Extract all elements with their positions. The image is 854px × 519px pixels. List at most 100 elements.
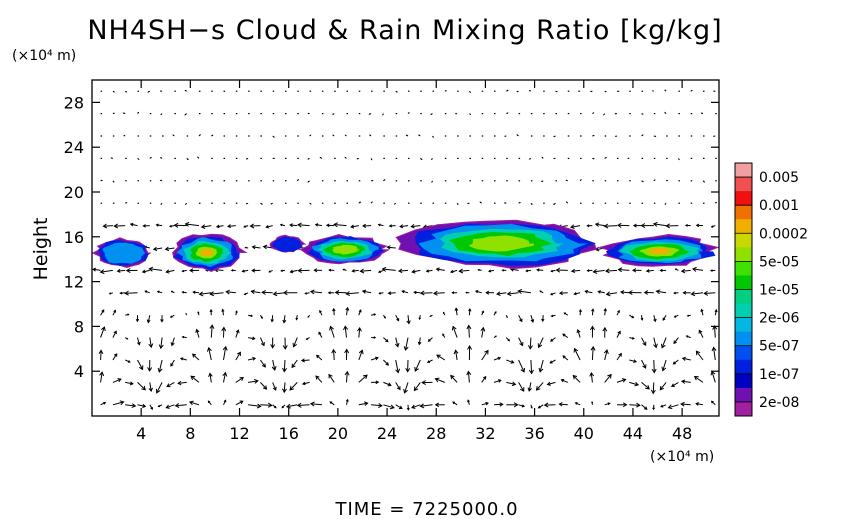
wind-vector: [539, 359, 544, 372]
wind-vector-head: [662, 317, 666, 321]
wind-vector: [413, 382, 421, 391]
wind-vector-head: [279, 223, 283, 227]
wind-vector-head: [267, 402, 273, 408]
wind-vector-head: [513, 402, 519, 408]
wind-vector-head: [184, 203, 187, 205]
wind-vector: [137, 404, 146, 407]
wind-vector-head: [362, 374, 368, 380]
wind-vector-head: [458, 268, 464, 274]
wind-vector: [166, 269, 175, 273]
wind-vector: [298, 224, 310, 227]
wind-vector: [196, 329, 200, 338]
wind-vector-head: [494, 311, 497, 314]
wind-vector: [209, 373, 212, 383]
wind-vector-head: [389, 404, 395, 410]
wind-vector-head: [617, 330, 621, 335]
wind-vector-head: [427, 338, 431, 342]
wind-vector-head: [146, 319, 151, 324]
wind-vector-head: [421, 380, 426, 386]
wind-vector: [251, 290, 261, 294]
wind-vector-head: [174, 403, 180, 408]
wind-vector-head: [673, 291, 676, 295]
wind-vector-head: [188, 400, 194, 406]
wind-vector-head: [556, 90, 558, 93]
wind-vector-head: [516, 90, 519, 93]
wind-vector-head: [653, 343, 658, 349]
colorbar-label: 1e-05: [759, 283, 799, 299]
wind-vector-head: [252, 336, 256, 341]
wind-vector-head: [289, 269, 294, 274]
colorbar-swatch: [735, 317, 752, 333]
wind-vector-head: [356, 326, 362, 332]
wind-vector: [459, 269, 470, 272]
wind-vector-head: [195, 328, 200, 333]
wind-vector-head: [652, 221, 658, 227]
wind-vector: [271, 315, 274, 322]
wind-vector: [604, 349, 608, 361]
wind-vector: [328, 374, 335, 383]
wind-vector-head: [550, 292, 553, 296]
wind-vector: [358, 327, 361, 338]
wind-vector: [604, 308, 606, 316]
x-tick-label: 36: [524, 424, 544, 443]
wind-vector-head: [344, 134, 347, 136]
wind-vector: [192, 353, 200, 361]
wind-vector-head: [605, 291, 611, 297]
wind-vector: [156, 382, 163, 394]
cloud-patch: [269, 234, 307, 253]
wind-vector-head: [351, 269, 355, 273]
wind-vector-head: [327, 291, 331, 295]
x-axis-unit: (×10⁴ m): [650, 449, 714, 465]
wind-vector-head: [235, 310, 238, 313]
wind-vector-head: [617, 309, 620, 313]
wind-vector-head: [169, 224, 172, 228]
wind-vector-head: [333, 222, 338, 228]
wind-vector: [711, 371, 716, 383]
wind-vector-head: [666, 179, 669, 182]
wind-vector-head: [272, 386, 277, 391]
wind-vector: [696, 350, 704, 361]
wind-vector-head: [124, 290, 129, 296]
wind-vector-head: [241, 269, 245, 273]
wind-vector-head: [119, 291, 123, 295]
wind-vector: [616, 331, 621, 338]
wind-vector-head: [714, 309, 718, 313]
wind-vector-head: [621, 378, 627, 383]
colorbar-label: 0.0002: [759, 226, 808, 242]
x-tick-label: 16: [279, 424, 299, 443]
wind-vector-head: [209, 291, 215, 297]
wind-vector-head: [506, 112, 509, 114]
wind-vector-head: [665, 223, 671, 229]
wind-vector: [402, 290, 409, 294]
wind-vector-head: [631, 315, 635, 319]
wind-vector: [395, 404, 403, 409]
wind-vector: [170, 359, 175, 367]
wind-vector-head: [406, 407, 410, 411]
wind-vector-head: [607, 402, 611, 406]
colorbar-swatch: [735, 191, 752, 206]
wind-vector: [333, 349, 335, 361]
wind-vector-head: [419, 403, 425, 409]
wind-vector-head: [268, 270, 271, 273]
wind-vector-head: [307, 181, 309, 183]
wind-vector-head: [576, 328, 581, 334]
y-tick-label: 12: [64, 273, 84, 292]
wind-vector-head: [681, 356, 686, 361]
wind-vector-head: [297, 222, 302, 228]
wind-vector-head: [466, 370, 472, 376]
wind-vector-head: [271, 366, 277, 371]
wind-vector-head: [170, 342, 175, 347]
wind-vector-head: [101, 309, 105, 313]
colorbar-swatch: [735, 331, 752, 347]
wind-vector-head: [369, 134, 371, 136]
wind-vector: [223, 346, 227, 361]
wind-vector-head: [225, 289, 230, 295]
wind-vector-head: [260, 316, 263, 320]
wind-vector: [682, 357, 691, 361]
wind-vector-head: [614, 112, 617, 115]
wind-vector-head: [507, 338, 511, 342]
wind-vector: [272, 382, 277, 391]
wind-vector-head: [530, 319, 535, 323]
wind-vector-head: [592, 112, 595, 114]
wind-vector-head: [642, 341, 647, 347]
